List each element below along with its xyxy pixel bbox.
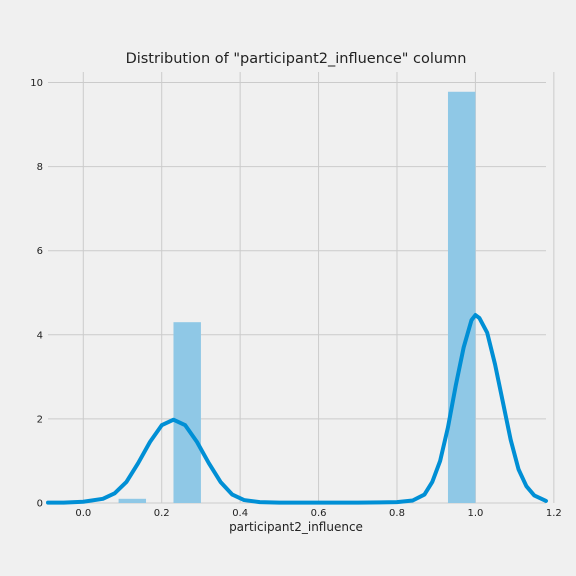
x-tick-label: 0.2 [154, 508, 170, 519]
y-tick-label: 0 [37, 499, 43, 510]
y-tick-label: 2 [37, 414, 43, 425]
x-tick-label: 0.0 [75, 508, 91, 519]
x-tick-label: 1.2 [546, 508, 562, 519]
x-axis-label: participant2_influence [229, 520, 363, 534]
histogram-bar [448, 92, 475, 503]
y-tick-label: 8 [37, 162, 43, 173]
x-tick-label: 1.0 [467, 508, 483, 519]
chart-title: Distribution of "participant2_influence"… [126, 51, 467, 67]
y-tick-label: 6 [37, 246, 43, 257]
x-tick-label: 0.6 [311, 508, 327, 519]
x-tick-label: 0.8 [389, 508, 405, 519]
y-tick-label: 10 [30, 78, 43, 89]
x-tick-label: 0.4 [232, 508, 248, 519]
histogram-bar [119, 499, 146, 503]
histogram-bar [173, 322, 200, 503]
y-tick-label: 4 [37, 330, 43, 341]
